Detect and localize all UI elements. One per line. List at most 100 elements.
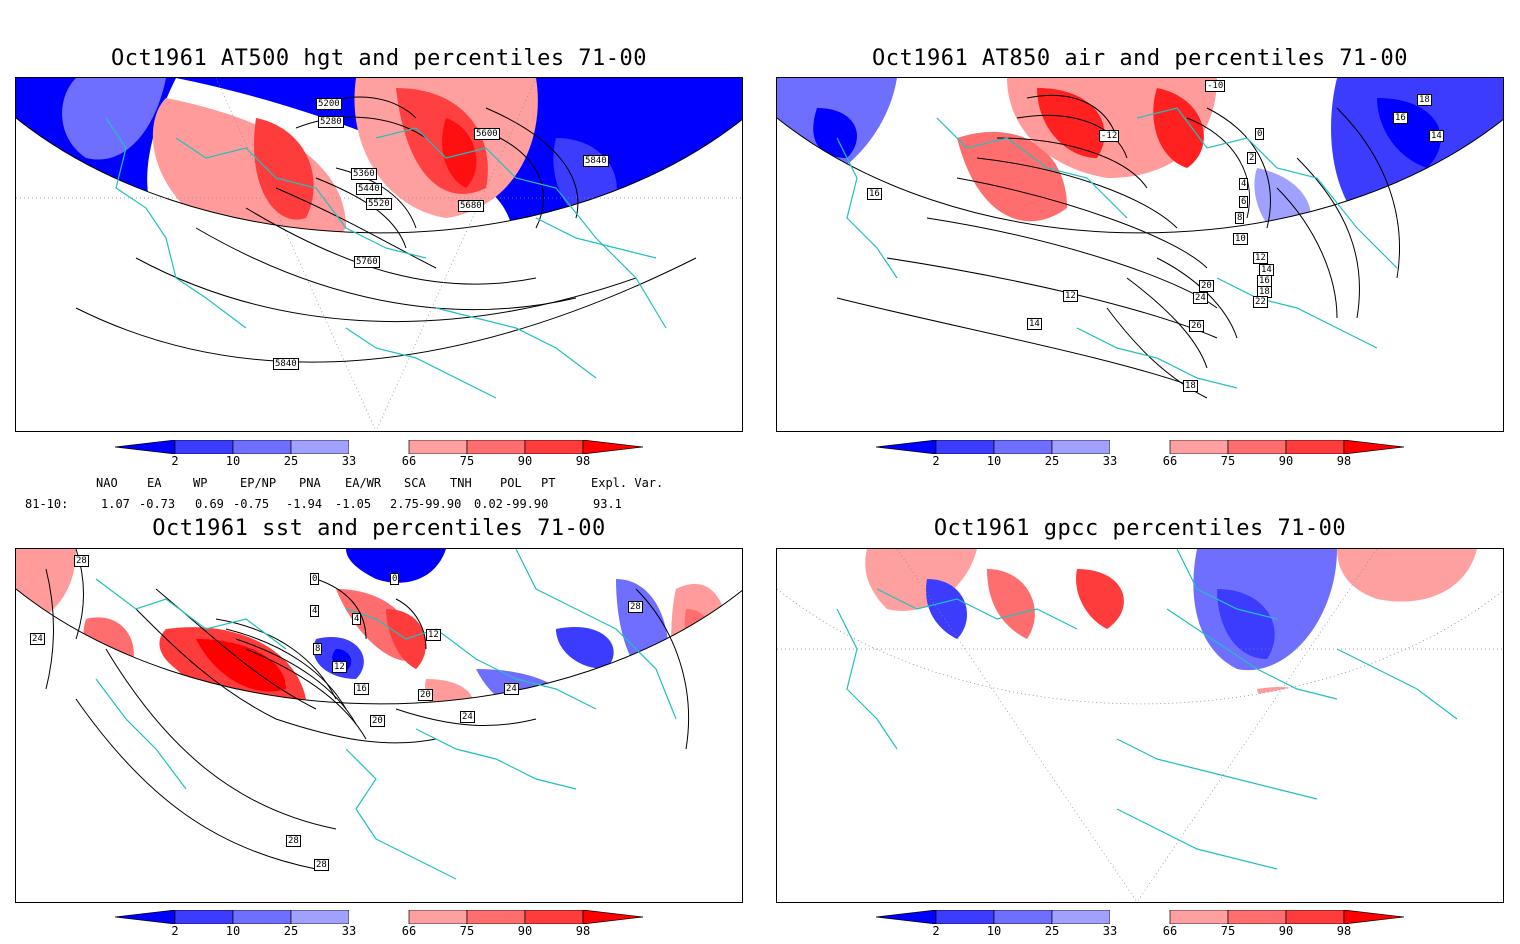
colorbar-tick: 25 <box>1044 924 1060 938</box>
contour-label: 5360 <box>351 168 377 180</box>
contour-label: 12 <box>332 661 347 673</box>
contour-label: 14 <box>1429 130 1444 142</box>
contour-label: 18 <box>1417 94 1432 106</box>
contour-label: 6 <box>1239 196 1249 208</box>
colorbar-tick: 90 <box>517 924 533 938</box>
colorbar-tick: 66 <box>401 924 417 938</box>
colorbar-tick: 10 <box>225 924 241 938</box>
index-value: 0.69 <box>195 497 224 511</box>
index-name: SCA <box>404 476 426 490</box>
colorbar-tick: 75 <box>1220 924 1236 938</box>
index-row-label: 81-10: <box>25 497 69 511</box>
colorbar-hgt-swatches <box>115 440 644 454</box>
colorbar-tick: 10 <box>225 454 241 468</box>
index-name: NAO <box>96 476 118 490</box>
contour-label: 5280 <box>318 116 344 128</box>
colorbar-tick: 33 <box>1102 924 1118 938</box>
colorbar-tick: 10 <box>986 924 1002 938</box>
index-name: EA/WR <box>345 476 382 490</box>
index-name: EP/NP <box>240 476 277 490</box>
colorbar-tick: 33 <box>341 924 357 938</box>
colorbar-tick: 75 <box>459 924 475 938</box>
index-name: PNA <box>299 476 321 490</box>
contour-label: 4 <box>310 605 320 617</box>
index-value: -1.05 <box>335 497 372 511</box>
colorbar-tick: 33 <box>1102 454 1118 468</box>
colorbar-tick: 25 <box>1044 454 1060 468</box>
contour-label: 28 <box>74 555 89 567</box>
contour-label: 4 <box>1239 178 1249 190</box>
colorbar-tick: 2 <box>932 454 940 468</box>
colorbar-air: 2 10 25 33 66 75 90 98 <box>876 440 1406 474</box>
contour-label: -12 <box>1099 130 1120 142</box>
index-value: -99.90 <box>505 497 549 511</box>
panel-title-gpcc: Oct1961 gpcc percentiles 71-00 <box>933 516 1347 541</box>
contour-label: 18 <box>1183 380 1198 392</box>
index-name: TNH <box>450 476 472 490</box>
contour-label: 5440 <box>356 183 382 195</box>
contour-label: 5840 <box>273 358 299 370</box>
contour-label: 20 <box>370 715 385 727</box>
contour-label: 14 <box>1027 318 1042 330</box>
colorbar-gpcc-swatches <box>876 910 1405 924</box>
contour-label: 22 <box>1253 296 1268 308</box>
colorbar-tick: 98 <box>575 924 591 938</box>
contour-label: 26 <box>1189 320 1204 332</box>
index-value: -0.73 <box>139 497 176 511</box>
map-panel-sst: 28 24 0 0 4 4 8 12 12 16 20 20 24 24 28 … <box>15 548 743 903</box>
contour-label: 4 <box>352 613 362 625</box>
map-air-canvas <box>777 78 1503 399</box>
colorbar-sst: 2 10 25 33 66 75 90 98 <box>115 910 645 944</box>
index-value: -0.75 <box>233 497 270 511</box>
colorbar-tick: 25 <box>283 454 299 468</box>
contour-label: 24 <box>504 683 519 695</box>
colorbar-tick: 2 <box>171 454 179 468</box>
contour-label: 12 <box>426 629 441 641</box>
colorbar-tick: 98 <box>1336 454 1352 468</box>
colorbar-air-swatches <box>876 440 1405 454</box>
colorbar-tick: 66 <box>1162 454 1178 468</box>
contour-label: 12 <box>1063 290 1078 302</box>
contour-label: 5520 <box>366 198 392 210</box>
colorbar-tick: 98 <box>1336 924 1352 938</box>
contour-label: 20 <box>418 689 433 701</box>
colorbar-tick: 25 <box>283 924 299 938</box>
map-sst-canvas <box>16 549 742 880</box>
index-value: -1.94 <box>286 497 323 511</box>
map-panel-gpcc <box>776 548 1504 903</box>
contour-label: 5600 <box>474 128 500 140</box>
panel-title-sst: Oct1961 sst and percentiles 71-00 <box>152 516 606 541</box>
contour-label: 16 <box>867 188 882 200</box>
index-value: 1.07 <box>101 497 130 511</box>
index-value: 0.02 <box>474 497 503 511</box>
colorbar-tick: 66 <box>401 454 417 468</box>
colorbar-tick: 90 <box>517 454 533 468</box>
contour-label: -10 <box>1205 80 1226 92</box>
map-gpcc-canvas <box>777 549 1503 902</box>
contour-label: 0 <box>390 573 400 585</box>
map-hgt-canvas <box>16 78 742 431</box>
contour-label: 18 <box>1257 286 1272 298</box>
contour-label: 2 <box>1247 152 1257 164</box>
contour-label: 5680 <box>458 200 484 212</box>
contour-label: 0 <box>1255 128 1265 140</box>
contour-label: 20 <box>1199 280 1214 292</box>
colorbar-tick: 75 <box>459 454 475 468</box>
panel-title-hgt: Oct1961 AT500 hgt and percentiles 71-00 <box>110 46 648 71</box>
colorbar-tick: 98 <box>575 454 591 468</box>
contour-label: 16 <box>354 683 369 695</box>
contour-label: 28 <box>628 601 643 613</box>
colorbar-hgt: 2 10 25 33 66 75 90 98 <box>115 440 645 474</box>
map-panel-air: -10 -12 0 2 4 6 8 10 12 14 16 18 20 22 2… <box>776 77 1504 432</box>
contour-label: 24 <box>30 633 45 645</box>
index-value: 93.1 <box>593 497 622 511</box>
colorbar-tick: 10 <box>986 454 1002 468</box>
colorbar-tick: 2 <box>171 924 179 938</box>
colorbar-tick: 75 <box>1220 454 1236 468</box>
colorbar-tick: 90 <box>1278 454 1294 468</box>
colorbar-tick: 2 <box>932 924 940 938</box>
index-value: 2.75 <box>390 497 419 511</box>
contour-label: 8 <box>313 643 323 655</box>
panel-title-air: Oct1961 AT850 air and percentiles 71-00 <box>871 46 1409 71</box>
contour-label: 8 <box>1235 212 1245 224</box>
